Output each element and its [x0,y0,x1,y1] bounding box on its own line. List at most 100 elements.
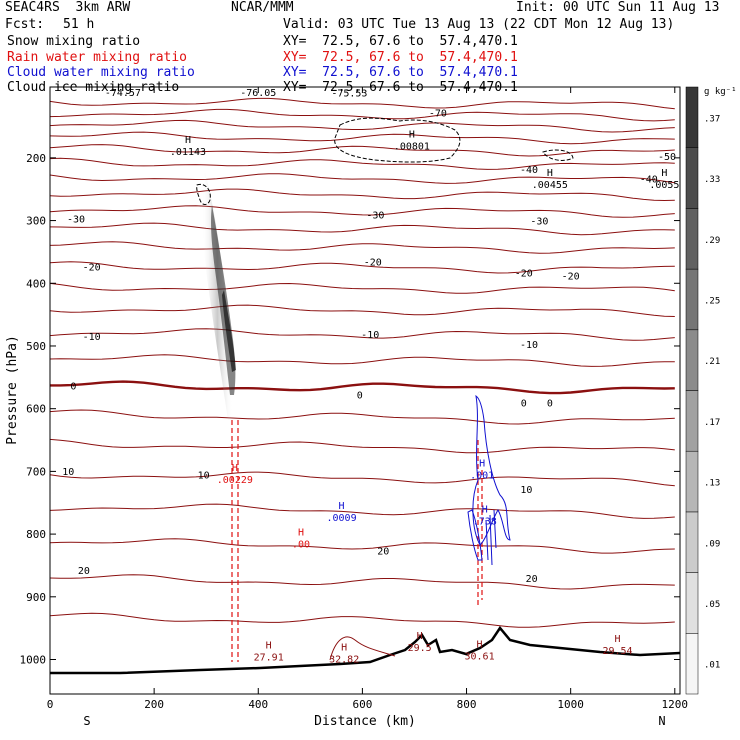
y-tick-label: 500 [26,340,46,353]
colorbar-swatch [685,390,699,452]
isotherm-line [50,188,675,202]
isotherm-label: -10 [520,340,538,351]
plot-frame [49,86,681,695]
field-xy-rain: XY= 72.5, 67.6 to 57.4,470.1 [283,50,518,65]
colorbar-unit: g kg⁻¹ [704,87,737,97]
isotherm-label: -20 [562,272,580,283]
isotherm-label: -40 [520,165,538,176]
x-end-label-left: S [83,714,90,728]
high-value-label: .0009 [327,513,357,524]
colorbar-label: .29 [704,236,720,246]
high-marker: H [341,642,347,653]
isotherm-line [50,438,675,454]
isotherm-label: -20 [515,269,533,280]
isotherm-label: 0 [357,390,363,401]
x-tick-label: 1000 [557,698,584,711]
isotherm-label: 0 [547,398,553,409]
high-value-label: .738 [473,516,497,527]
isotherm-line [50,612,675,628]
cloud-ice-contours [196,117,574,205]
field-name-rain: Rain water mixing ratio [7,50,188,65]
isotherm-line [50,354,675,367]
high-value-label: .0055 [649,180,679,191]
top-value-label: -76.05 [240,88,276,99]
isotherm-label: -30 [530,217,548,228]
isotherm-label: -10 [83,332,101,343]
isotherm-label: -70 [429,109,447,120]
top-value-label: -74.57 [105,88,141,99]
high-value-label: .00801 [394,141,430,152]
colorbar-label: .09 [704,539,720,549]
init-time: Init: 00 UTC Sun 11 Aug 13 [516,0,720,15]
isotherm-line [50,97,675,110]
isotherm-line [50,304,675,317]
field-name-cloud-water: Cloud water mixing ratio [7,65,195,80]
isotherm-line [50,538,675,554]
fcst-label: Fcst: [5,17,45,32]
high-marker: H [232,463,238,474]
field-xy-cloud-water: XY= 72.5, 67.6 to 57.4,470.1 [283,65,518,80]
colorbar-label: .01 [704,661,720,671]
y-tick-label: 800 [26,528,46,541]
high-value-label: .00 [292,540,310,551]
x-tick-label: 1200 [662,698,689,711]
fcst-value: 51 h [63,17,95,32]
colorbar-swatch [685,572,699,634]
colorbar-label: .13 [704,479,720,489]
cloud-water-contours [467,394,511,566]
y-tick-label: 900 [26,591,46,604]
x-tick-label: 600 [352,698,372,711]
high-marker: H [547,168,553,179]
high-value-label: .00455 [532,180,568,191]
isotherm-line [50,131,675,145]
top-value-label: -75.53 [331,89,367,100]
isotherm-label: 0 [70,381,76,392]
colorbar-swatch [685,208,699,270]
high-marker: H [615,634,621,645]
model-title: SEAC4RS 3km ARW [5,0,131,15]
isotherm-group [50,97,675,628]
isotherm-label: 0 [521,398,527,409]
x-end-label-right: N [658,714,665,728]
high-value-label: .01143 [170,147,206,158]
isotherm-label: -30 [67,215,85,226]
isotherm-line [50,173,675,184]
isotherm-line [50,119,675,133]
high-value-label: 30.61 [464,652,494,663]
high-marker: H [266,640,272,651]
high-value-label: .00229 [217,475,253,486]
isotherm-line [50,503,675,519]
high-marker: H [298,528,304,539]
colorbar-label: .25 [704,296,720,306]
isotherm-label: -20 [83,262,101,273]
high-value-label: 32.82 [329,654,359,665]
terrain-line [50,625,680,675]
high-marker: H [482,504,488,515]
isotherm-label: -40 [640,175,658,186]
isotherm-line [50,328,675,341]
axis-ticks: 0 200 400 600 800 1000 12002003004005006007008… [20,87,689,711]
x-tick-label: 800 [457,698,477,711]
colorbar-swatch [685,633,699,695]
isotherm-line [50,471,675,487]
isotherm-label: 20 [526,574,538,585]
y-tick-label: 300 [26,215,46,228]
valid-time: Valid: 03 UTC Tue 13 Aug 13 (22 CDT Mon … [283,17,675,32]
high-marker: H [477,640,483,651]
high-marker: H [417,631,423,642]
isotherm-label: 10 [198,471,210,482]
colorbar-swatch [685,86,699,148]
high-marker: H [185,135,191,146]
colorbar-label: .17 [704,418,720,428]
y-tick-label: 400 [26,277,46,290]
colorbar-label: .21 [704,357,720,367]
y-tick-label: 600 [26,403,46,416]
isotherm-label: -50 [658,152,676,163]
isotherm-line [50,108,675,122]
colorbar-label: .37 [704,114,720,124]
x-tick-label: 400 [248,698,268,711]
colorbar-swatch [685,329,699,391]
isotherm-line [50,261,675,274]
isotherm-label: 10 [520,485,532,496]
